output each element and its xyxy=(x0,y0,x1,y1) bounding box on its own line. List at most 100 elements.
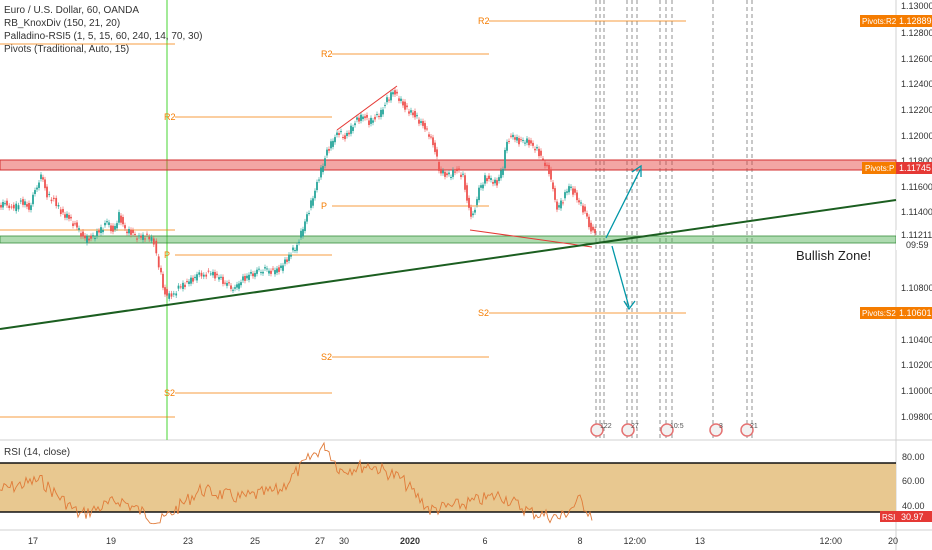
candle-body xyxy=(460,174,462,177)
candle-body xyxy=(502,168,504,175)
flag-icon xyxy=(621,423,635,437)
candle-body xyxy=(138,235,140,237)
candle-body xyxy=(276,268,278,273)
candle-body xyxy=(288,254,290,261)
candle-body xyxy=(320,167,322,178)
indicator-palladino-rsi[interactable]: Palladino-RSI5 (1, 5, 15, 60, 240, 14, 7… xyxy=(4,31,203,42)
candle-body xyxy=(148,236,151,240)
candle-body xyxy=(516,137,518,141)
candlestick-series[interactable] xyxy=(0,87,596,302)
session-dashed-lines xyxy=(595,0,753,440)
candle-body xyxy=(314,190,316,199)
event-count: 3 xyxy=(719,423,723,430)
price-tick-label: 1.11800 xyxy=(901,156,932,166)
candle-body xyxy=(207,270,210,272)
resistance-zone[interactable] xyxy=(0,159,897,171)
candle-body xyxy=(55,197,58,207)
candle-body xyxy=(580,202,582,204)
candle-body xyxy=(366,115,368,118)
economic-events[interactable]: 122 27 10:5 3 21 xyxy=(590,423,758,437)
candle-body xyxy=(274,270,276,275)
candle-body xyxy=(472,213,474,216)
candle-body xyxy=(74,223,76,225)
current-price: 1.11211 xyxy=(901,230,932,240)
event-flag[interactable]: 21 xyxy=(740,423,758,437)
symbol-title[interactable]: Euro / U.S. Dollar, 60, OANDA xyxy=(4,5,140,16)
candle-body xyxy=(100,227,102,234)
candle-body xyxy=(2,202,4,208)
candle-body xyxy=(488,175,490,179)
rsi-name: RSI xyxy=(882,513,895,522)
pivot-label: R2 xyxy=(321,49,333,59)
bearish-divergence-line[interactable] xyxy=(336,85,398,131)
pivot-p-value: 1.11745 xyxy=(899,163,931,173)
bullish-divergence-line[interactable] xyxy=(469,229,593,248)
candle-body xyxy=(62,209,64,213)
candle-body xyxy=(32,194,34,205)
price-tick-label: 1.10400 xyxy=(901,335,932,345)
candle-body xyxy=(576,192,578,201)
candle-body xyxy=(144,238,146,240)
time-tick-label: 23 xyxy=(183,536,193,546)
candle-body xyxy=(376,114,378,116)
indicator-pivots[interactable]: Pivots (Traditional, Auto, 15) xyxy=(4,44,130,55)
candle-body xyxy=(292,247,294,251)
candle-body xyxy=(348,132,350,135)
candle-body xyxy=(92,235,94,237)
price-axis[interactable]: 1.13000 1.12800 1.12600 1.12400 1.12200 1.120… xyxy=(901,1,932,422)
candle-body xyxy=(130,229,132,235)
time-tick-label: 12:00 xyxy=(624,536,647,546)
current-price-tag xyxy=(896,230,932,250)
up-projection-arrow[interactable] xyxy=(605,169,641,239)
candle-body xyxy=(398,98,400,101)
indicator-knoxdiv[interactable]: RB_KnoxDiv (150, 21, 20) xyxy=(4,18,121,29)
candle-body xyxy=(57,205,60,207)
candle-body xyxy=(368,120,370,125)
candle-body xyxy=(352,127,354,131)
support-zone[interactable] xyxy=(0,235,897,244)
down-projection-arrow[interactable] xyxy=(611,245,630,308)
candle-body xyxy=(400,98,402,101)
rsi-axis[interactable]: 80.00 60.00 40.00 xyxy=(902,452,925,511)
candle-body xyxy=(308,212,310,214)
candle-body xyxy=(384,104,386,106)
projection-arrows[interactable] xyxy=(605,164,642,311)
candle-body xyxy=(240,282,242,286)
event-flag[interactable]: 27 xyxy=(621,423,639,437)
time-axis[interactable]: 17 19 23 25 27 30 2020 6 8 12:00 13 12:00 20 xyxy=(28,536,898,546)
event-flag[interactable]: 10:5 xyxy=(660,423,684,437)
candle-body xyxy=(572,188,574,195)
candle-body xyxy=(175,293,178,296)
candle-body xyxy=(244,276,246,281)
candle-body xyxy=(586,213,588,217)
candle-body xyxy=(408,111,410,114)
candle-body xyxy=(566,191,568,193)
candle-body xyxy=(416,115,418,117)
price-tick-label: 1.10200 xyxy=(901,360,932,370)
candle-body xyxy=(122,217,124,225)
rsi-legend[interactable]: RSI (14, close) xyxy=(4,447,71,458)
candle-body xyxy=(404,101,406,110)
bullish-zone-note[interactable]: Bullish Zone! xyxy=(796,248,871,263)
candle-body xyxy=(508,140,510,142)
rsi-line[interactable] xyxy=(0,441,593,525)
candle-body xyxy=(212,271,214,276)
event-flag[interactable]: 122 xyxy=(590,423,612,437)
pivot-label: S2 xyxy=(164,388,175,398)
candle-body xyxy=(226,282,228,286)
candle-body xyxy=(428,134,430,137)
candle-body xyxy=(478,187,480,201)
pivot-label: R2 xyxy=(164,112,176,122)
time-tick-label: 25 xyxy=(250,536,260,546)
candle-body xyxy=(414,111,416,118)
candle-body xyxy=(568,186,570,193)
candle-body xyxy=(282,265,284,271)
candle-body xyxy=(228,282,230,284)
candle-body xyxy=(328,149,330,151)
event-flag[interactable]: 3 xyxy=(709,423,723,437)
ascending-trendline[interactable] xyxy=(0,199,897,330)
pivot-r2-tag xyxy=(860,15,896,27)
candle-body xyxy=(496,180,498,186)
candle-body xyxy=(70,216,72,219)
